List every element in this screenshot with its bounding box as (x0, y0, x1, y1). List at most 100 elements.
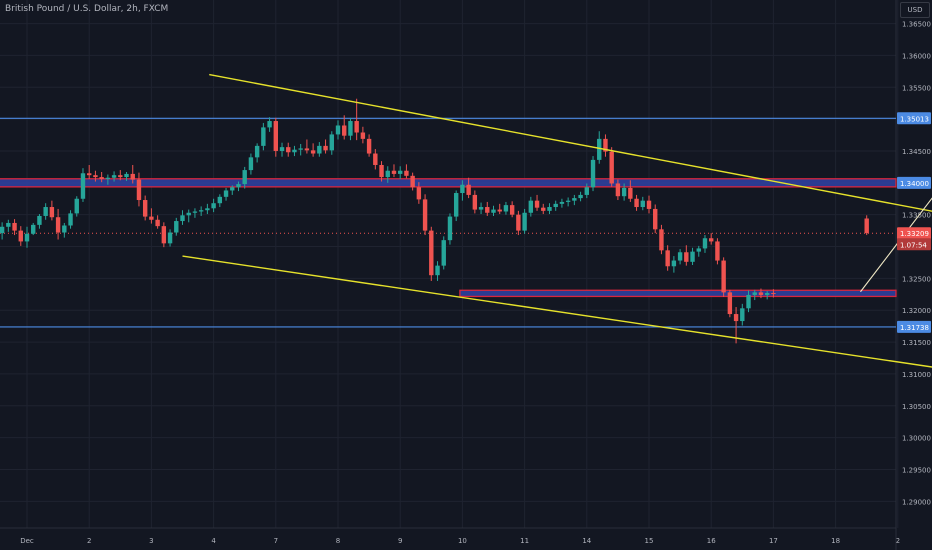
candle-body (758, 292, 764, 295)
y-tick-label: 1.36000 (902, 52, 931, 60)
trend-line (182, 255, 932, 368)
x-tick-label: 2 (896, 537, 900, 545)
candle-body (304, 148, 310, 151)
x-tick-label: 11 (520, 537, 529, 545)
candle-body (149, 216, 154, 220)
price-axis-label-bg (897, 238, 931, 251)
candle-body (267, 121, 272, 128)
price-axis-label-bg (897, 176, 931, 189)
candle-body (93, 175, 98, 178)
candle-body (24, 233, 30, 242)
x-tick-label: 16 (707, 537, 716, 545)
candle-body (547, 207, 552, 211)
candle-body (12, 222, 17, 231)
candle-body (254, 145, 260, 158)
y-tick-label: 1.31500 (902, 339, 931, 347)
price-axis-label: 1.31738 (900, 324, 929, 332)
candle-body (447, 216, 453, 241)
x-tick-label: 9 (398, 537, 402, 545)
candle-body (124, 173, 129, 178)
candle-body (503, 205, 509, 212)
candle-body (702, 238, 708, 249)
candle-body (217, 196, 223, 204)
candle-body (261, 127, 266, 146)
candle-body (646, 200, 652, 209)
x-tick-label: 2 (87, 537, 91, 545)
candle-body (578, 194, 583, 199)
candle-body (192, 211, 198, 213)
candle-body (398, 170, 403, 174)
y-tick-label: 1.32000 (902, 307, 931, 315)
x-tick-label: 7 (274, 537, 278, 545)
candle-body (174, 221, 179, 233)
candle-body (590, 159, 596, 188)
candle-body (0, 226, 5, 234)
candle-body (292, 149, 297, 153)
candle-body (752, 292, 757, 295)
candle-body (205, 208, 210, 211)
candle-body (242, 170, 247, 185)
candle-body (99, 177, 104, 180)
candle-body (715, 241, 720, 261)
price-axis-label-bg (897, 227, 931, 240)
candle-body (323, 145, 328, 151)
candle-body (516, 214, 521, 231)
candle-body (186, 212, 191, 216)
candle-body (690, 251, 695, 262)
candle-body (111, 175, 117, 178)
candle-body (198, 210, 204, 212)
candle-body (379, 164, 384, 178)
candle-body (273, 121, 278, 151)
y-tick-label: 1.29000 (902, 498, 931, 506)
candle-body (559, 201, 565, 204)
candle-body (696, 248, 701, 252)
candle-body (522, 212, 527, 231)
x-tick-label: 8 (336, 537, 340, 545)
trend-line (209, 73, 932, 212)
y-tick-label: 1.35500 (902, 84, 931, 92)
candle-body (211, 203, 216, 209)
candle-body (634, 198, 639, 208)
candle-body (317, 145, 322, 154)
candle-body (130, 173, 135, 180)
candle-body (864, 218, 869, 234)
candle-body (105, 177, 111, 180)
candle-body (348, 121, 353, 136)
candle-body (727, 292, 733, 315)
price-axis-label: 1.35013 (900, 115, 929, 123)
candle-body (609, 151, 614, 184)
candle-body (671, 260, 677, 267)
candle-body (31, 224, 36, 234)
x-tick-label: 14 (582, 537, 591, 545)
candle-body (615, 183, 621, 197)
candle-body (429, 230, 434, 276)
candle-body (373, 153, 378, 165)
currency-button[interactable]: USD (900, 2, 930, 18)
candle-body (628, 187, 633, 199)
candle-body (416, 187, 422, 200)
candle-body (18, 230, 23, 242)
candle-body (565, 200, 571, 202)
candle-body (659, 229, 664, 251)
candle-body (230, 187, 235, 191)
candle-body (136, 179, 142, 201)
candle-body (677, 252, 683, 261)
candle-body (43, 207, 48, 216)
candle-body (385, 170, 390, 178)
candle-body (335, 125, 341, 135)
candle-body (236, 184, 241, 188)
x-tick-label: 3 (149, 537, 153, 545)
candle-body (298, 148, 303, 150)
candle-body (354, 121, 359, 133)
candle-body (665, 250, 670, 267)
candle-body (584, 187, 589, 195)
candle-body (709, 238, 714, 242)
x-tick-label: 15 (645, 537, 654, 545)
candle-body (621, 187, 627, 197)
candle-body (180, 215, 185, 222)
candle-body (142, 200, 148, 217)
candle-body (733, 314, 739, 322)
price-axis-label-bg (897, 320, 931, 333)
candle-body (279, 147, 285, 151)
